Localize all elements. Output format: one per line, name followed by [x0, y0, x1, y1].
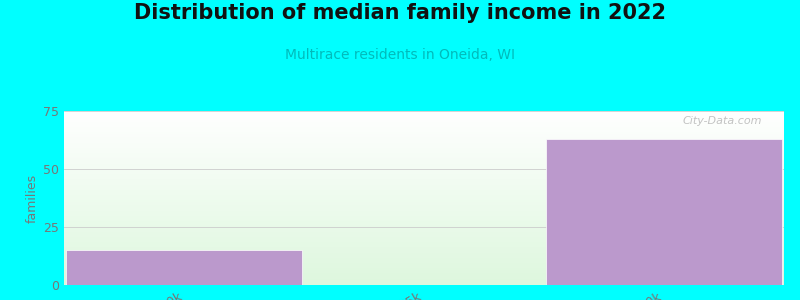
Y-axis label: families: families	[26, 173, 39, 223]
Text: Multirace residents in Oneida, WI: Multirace residents in Oneida, WI	[285, 48, 515, 62]
Text: Distribution of median family income in 2022: Distribution of median family income in …	[134, 3, 666, 23]
Bar	[546, 139, 782, 285]
Bar	[66, 250, 302, 285]
Text: City-Data.com: City-Data.com	[683, 116, 762, 126]
